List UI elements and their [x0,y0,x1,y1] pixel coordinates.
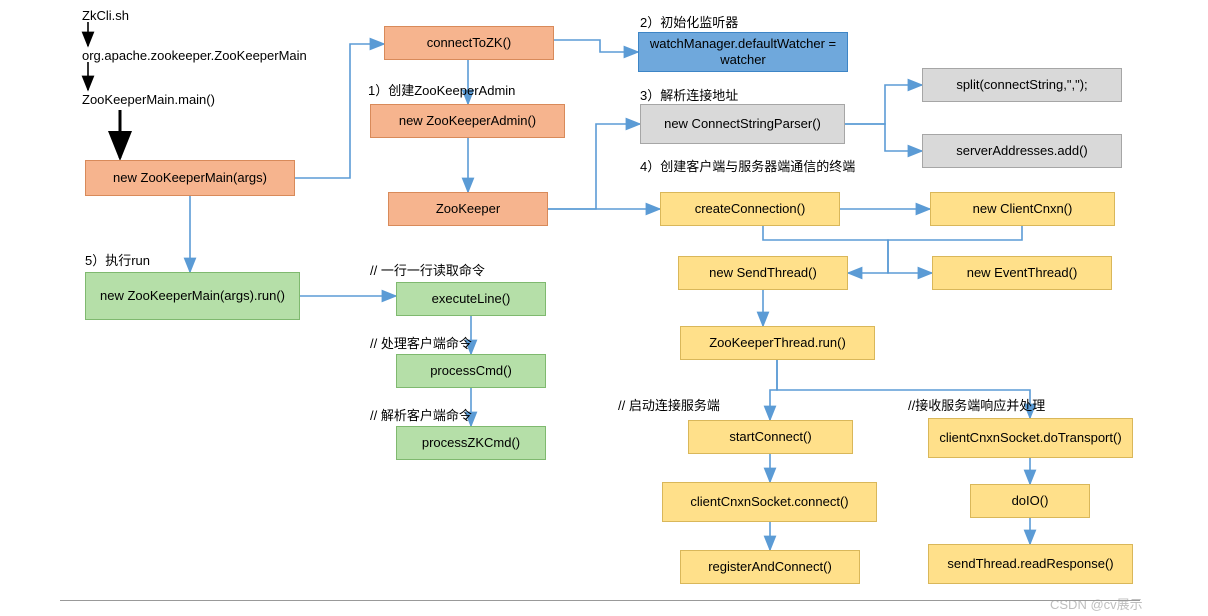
node-n16: registerAndConnect() [680,550,860,584]
node-n10: new ClientCnxn() [930,192,1115,226]
node-n20: new ZooKeeperMain(args).run() [85,272,300,320]
node-n17: clientCnxnSocket.doTransport() [928,418,1133,458]
node-n8: serverAddresses.add() [922,134,1122,168]
label-l2: 2）初始化监听器 [640,12,738,31]
node-n23: processZKCmd() [396,426,546,460]
edge-e13 [770,360,777,420]
label-l8: // 解析客户端命令 [370,405,472,424]
edge-e4 [554,40,638,52]
label-l7: // 处理客户端命令 [370,333,472,352]
node-n4: ZooKeeper [388,192,548,226]
node-n3: new ZooKeeperAdmin() [370,104,565,138]
label-l10: //接收服务端响应并处理 [908,395,1045,414]
node-n19: sendThread.readResponse() [928,544,1133,584]
label-l9: // 启动连接服务端 [618,395,720,414]
node-n5: watchManager.defaultWatcher = watcher [638,32,848,72]
node-n22: processCmd() [396,354,546,388]
node-n7: split(connectString,","); [922,68,1122,102]
label-l3: 3）解析连接地址 [640,85,738,104]
node-n21: executeLine() [396,282,546,316]
flowchart-canvas: ZkCli.sh org.apache.zookeeper.ZooKeeperMa… [0,0,1208,616]
node-n11: new SendThread() [678,256,848,290]
text-t3: ZooKeeperMain.main() [82,92,215,107]
text-t2: org.apache.zookeeper.ZooKeeperMain [82,48,307,63]
edge-e6 [845,85,922,124]
label-l1: 1）创建ZooKeeperAdmin [368,80,515,99]
text-t1: ZkCli.sh [82,8,129,23]
node-n14: startConnect() [688,420,853,454]
node-n13: ZooKeeperThread.run() [680,326,875,360]
node-n15: clientCnxnSocket.connect() [662,482,877,522]
node-n1: new ZooKeeperMain(args) [85,160,295,196]
label-l4: 4）创建客户端与服务器端通信的终端 [640,156,870,175]
node-n9: createConnection() [660,192,840,226]
edge-e7 [845,124,922,151]
node-n6: new ConnectStringParser() [640,104,845,144]
node-n18: doIO() [970,484,1090,518]
watermark: CSDN @cv展示 [1050,594,1143,613]
node-n2: connectToZK() [384,26,554,60]
label-l5: 5）执行run [85,250,150,269]
node-n12: new EventThread() [932,256,1112,290]
bottom-divider [60,600,1140,601]
label-l6: // 一行一行读取命令 [370,260,485,279]
